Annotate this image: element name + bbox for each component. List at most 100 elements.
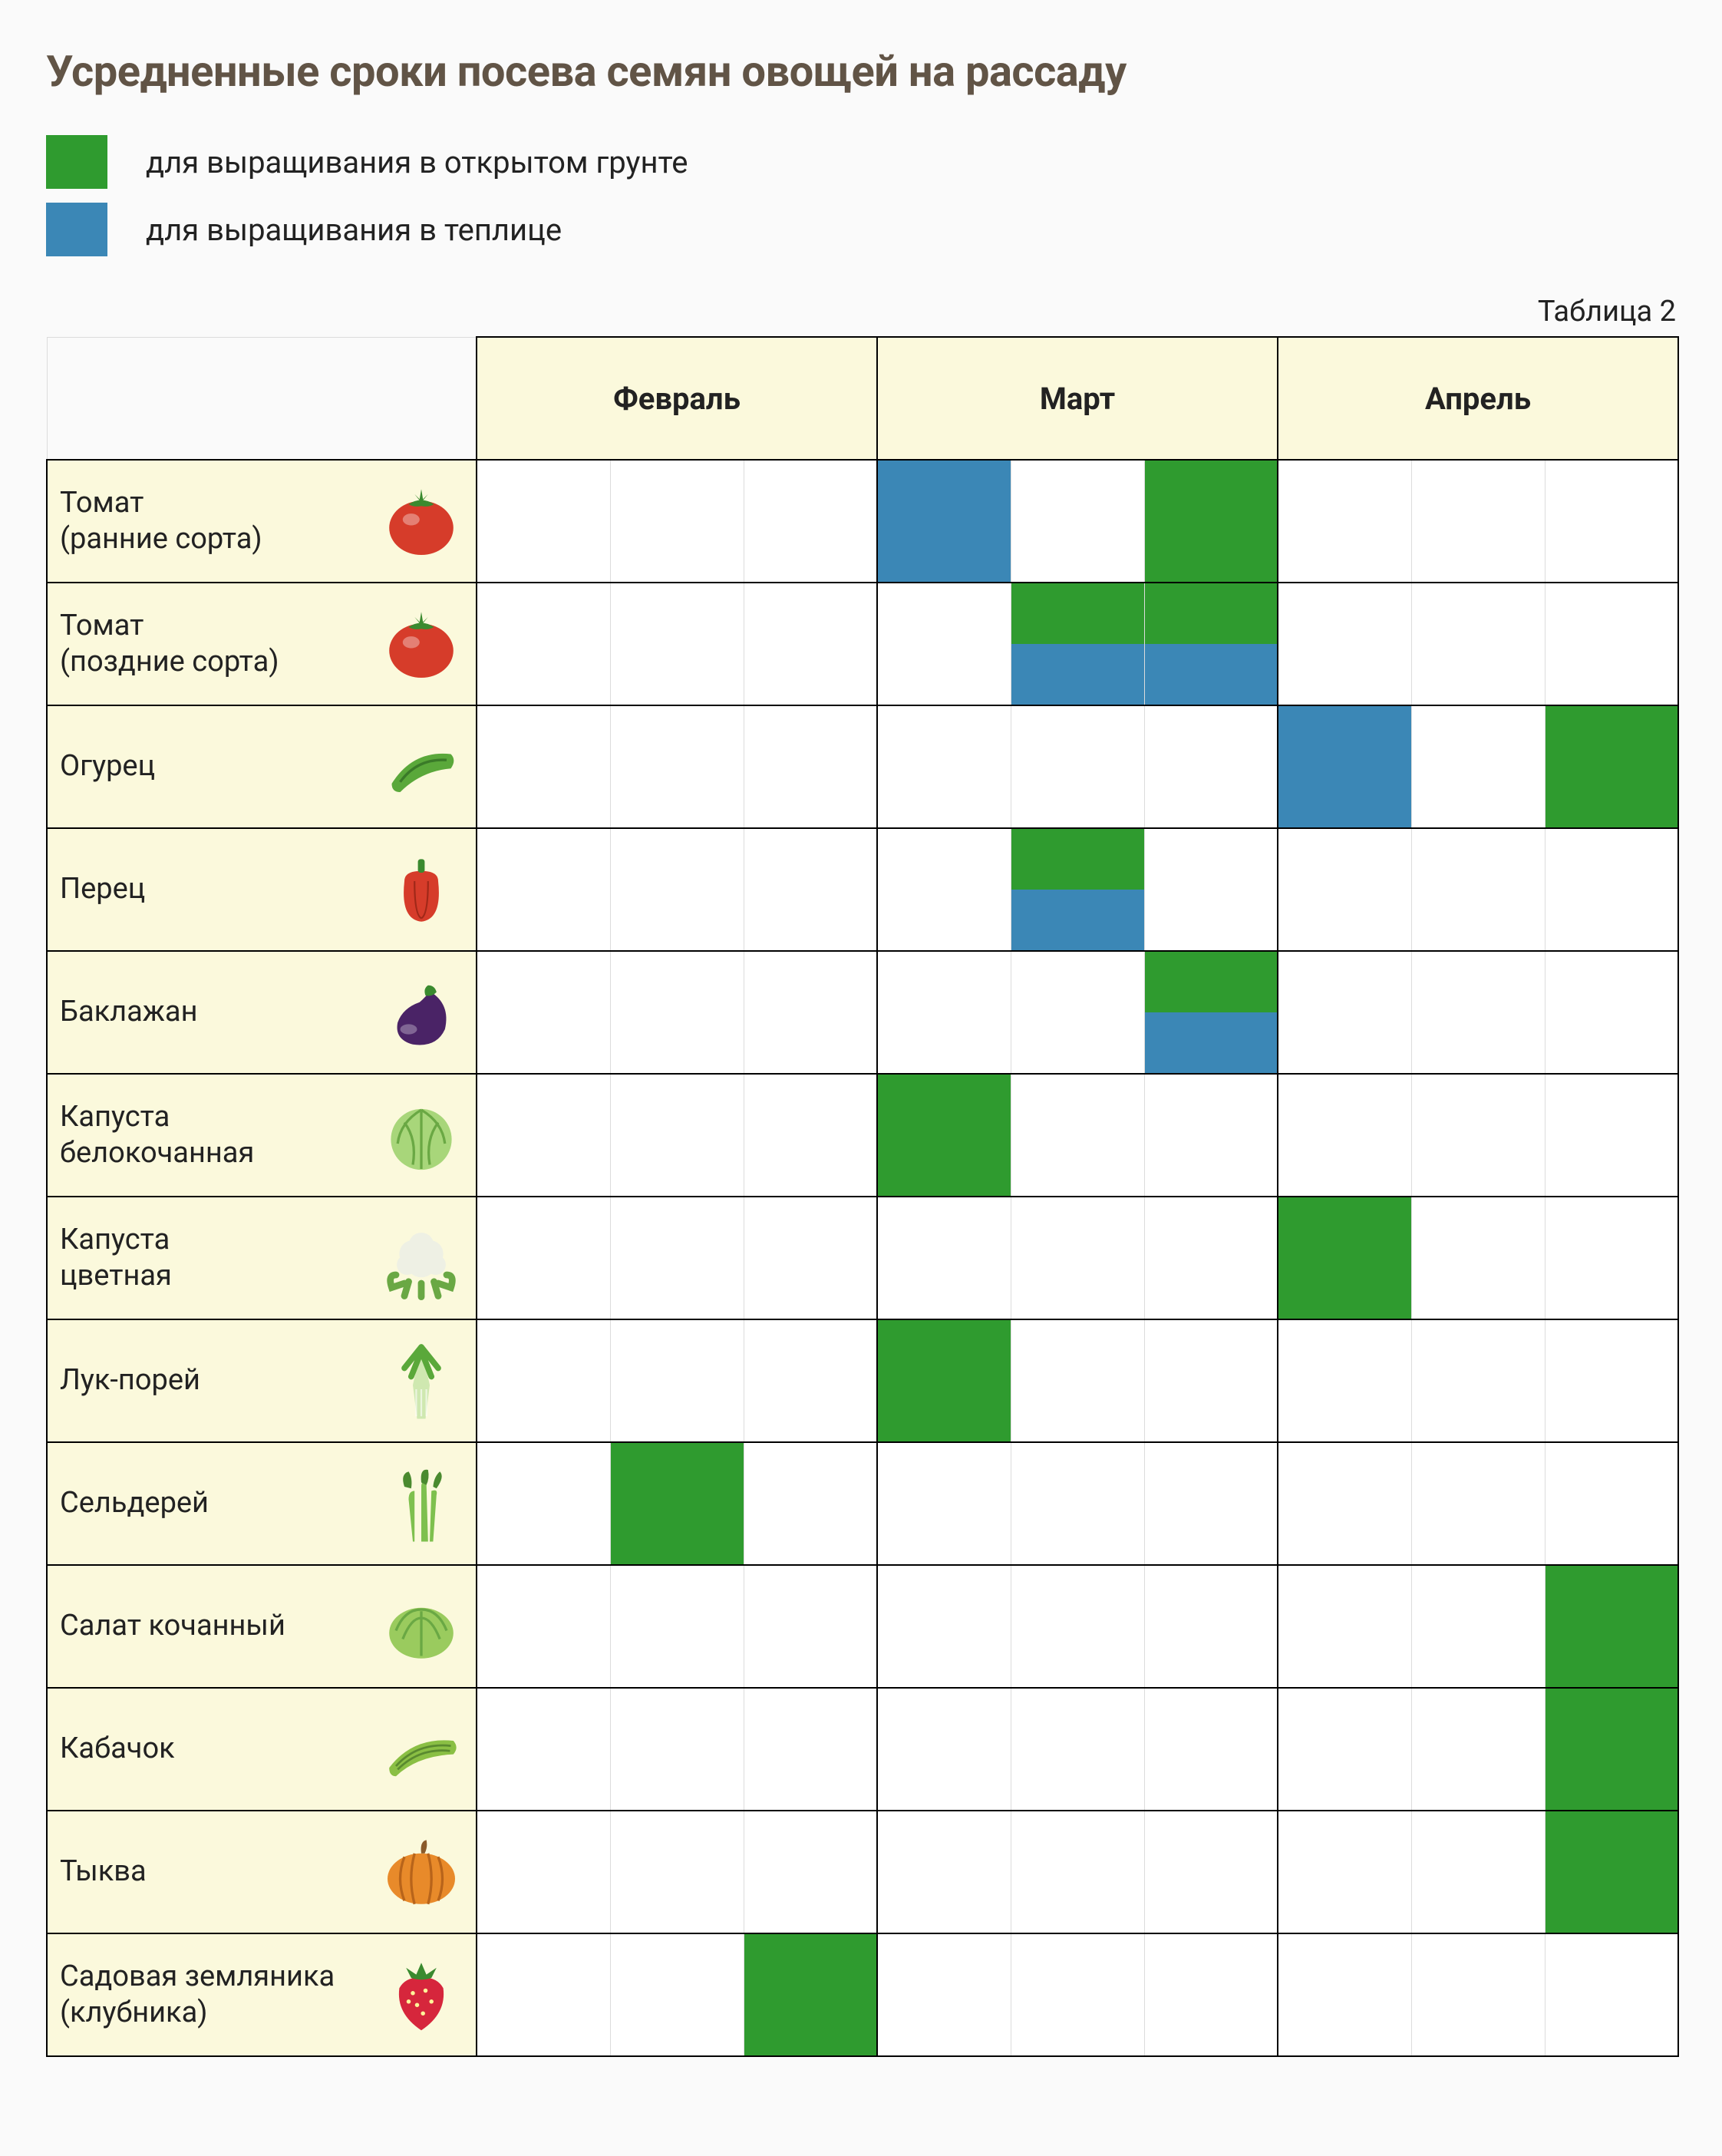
table-cell bbox=[1278, 1933, 1411, 2056]
row-label-text: Сельдерей bbox=[60, 1485, 379, 1522]
row-label: Лук-порей bbox=[47, 1319, 477, 1442]
table-cell bbox=[477, 951, 610, 1074]
table-cell bbox=[1411, 1688, 1545, 1811]
table-cell bbox=[877, 1442, 1011, 1565]
row-label: Томат(ранние сорта) bbox=[47, 460, 477, 583]
table-corner bbox=[47, 337, 477, 460]
table-cell bbox=[1411, 828, 1545, 951]
row-label: Перец bbox=[47, 828, 477, 951]
table-cell bbox=[1144, 951, 1278, 1074]
celery-icon bbox=[379, 1461, 463, 1546]
cell-fill-open_ground bbox=[1145, 583, 1278, 644]
table-cell bbox=[1411, 583, 1545, 705]
cell-fill-greenhouse bbox=[1278, 706, 1411, 827]
table-cell bbox=[1545, 1319, 1678, 1442]
month-header-1: Март bbox=[877, 337, 1278, 460]
cell-fill-greenhouse bbox=[1011, 644, 1144, 705]
table-cell bbox=[1011, 705, 1144, 828]
table-cell bbox=[1144, 1688, 1278, 1811]
pumpkin-icon bbox=[379, 1830, 463, 1914]
cucumber-icon bbox=[379, 725, 463, 809]
table-cell bbox=[877, 1565, 1011, 1688]
legend-swatch-open-ground bbox=[46, 135, 107, 189]
table-cell bbox=[744, 1074, 877, 1197]
legend: для выращивания в открытом грунте для вы… bbox=[46, 135, 1676, 256]
table-cell bbox=[1411, 1933, 1545, 2056]
table-cell bbox=[1144, 1442, 1278, 1565]
table-cell bbox=[877, 1933, 1011, 2056]
row-label-text: Лук-порей bbox=[60, 1362, 379, 1399]
table-cell bbox=[744, 1811, 877, 1933]
table-cell bbox=[1278, 951, 1411, 1074]
month-header-2: Апрель bbox=[1278, 337, 1678, 460]
table-cell bbox=[1144, 1811, 1278, 1933]
table-cell bbox=[1545, 1811, 1678, 1933]
table-cell bbox=[877, 1197, 1011, 1319]
table-cell bbox=[1144, 583, 1278, 705]
table-cell bbox=[744, 1933, 877, 2056]
row-label: Огурец bbox=[47, 705, 477, 828]
cauliflower-icon bbox=[379, 1216, 463, 1300]
cell-fill-open_ground bbox=[1011, 829, 1144, 890]
table-cell bbox=[1545, 951, 1678, 1074]
row-label-text: Садовая земляника(клубника) bbox=[60, 1959, 379, 2032]
table-cell bbox=[877, 1688, 1011, 1811]
table-cell bbox=[1011, 460, 1144, 583]
cell-fill-open_ground bbox=[1011, 583, 1144, 644]
table-cell bbox=[610, 460, 744, 583]
table-cell bbox=[1144, 1565, 1278, 1688]
table-cell bbox=[877, 1074, 1011, 1197]
table-cell bbox=[744, 583, 877, 705]
planting-table: Февраль Март Апрель Томат(ранние сорта)Т… bbox=[46, 336, 1679, 2057]
legend-label-open-ground: для выращивания в открытом грунте bbox=[146, 144, 688, 180]
table-cell bbox=[1545, 1565, 1678, 1688]
table-cell bbox=[610, 1442, 744, 1565]
row-label-text: Капустацветная bbox=[60, 1222, 379, 1295]
cell-fill-open_ground bbox=[611, 1443, 744, 1564]
cell-fill-greenhouse bbox=[1145, 644, 1278, 705]
table-cell bbox=[1278, 1565, 1411, 1688]
cabbage-icon bbox=[379, 1093, 463, 1177]
table-cell bbox=[1411, 1074, 1545, 1197]
table-cell bbox=[1278, 1688, 1411, 1811]
cell-fill-open_ground bbox=[744, 1934, 877, 2055]
row-label: Садовая земляника(клубника) bbox=[47, 1933, 477, 2056]
table-cell bbox=[610, 828, 744, 951]
page-title: Усредненные сроки посева семян овощей на… bbox=[46, 46, 1676, 97]
table-cell bbox=[1545, 705, 1678, 828]
row-label: Капустацветная bbox=[47, 1197, 477, 1319]
cell-fill-greenhouse bbox=[878, 461, 1011, 582]
table-cell bbox=[1144, 1074, 1278, 1197]
table-cell bbox=[744, 1197, 877, 1319]
row-label-text: Огурец bbox=[60, 748, 379, 785]
lettuce-icon bbox=[379, 1584, 463, 1669]
row-label: Капустабелокочанная bbox=[47, 1074, 477, 1197]
table-cell bbox=[610, 951, 744, 1074]
cell-fill-open_ground bbox=[878, 1075, 1011, 1196]
table-caption: Таблица 2 bbox=[46, 295, 1676, 329]
table-cell bbox=[877, 1811, 1011, 1933]
table-cell bbox=[744, 1319, 877, 1442]
month-header-0: Февраль bbox=[477, 337, 877, 460]
table-cell bbox=[610, 1074, 744, 1197]
table-cell bbox=[477, 1565, 610, 1688]
table-cell bbox=[1011, 1074, 1144, 1197]
table-cell bbox=[877, 951, 1011, 1074]
table-cell bbox=[1411, 460, 1545, 583]
table-cell bbox=[744, 951, 877, 1074]
table-cell bbox=[1411, 1442, 1545, 1565]
table-cell bbox=[1011, 1197, 1144, 1319]
row-label: Томат(поздние сорта) bbox=[47, 583, 477, 705]
eggplant-icon bbox=[379, 970, 463, 1055]
table-cell bbox=[1144, 1319, 1278, 1442]
cell-fill-open_ground bbox=[1145, 461, 1278, 582]
table-cell bbox=[1545, 828, 1678, 951]
table-cell bbox=[1011, 828, 1144, 951]
table-cell bbox=[744, 460, 877, 583]
legend-open-ground: для выращивания в открытом грунте bbox=[46, 135, 1676, 189]
table-cell bbox=[1411, 1811, 1545, 1933]
table-cell bbox=[1144, 460, 1278, 583]
table-cell bbox=[1411, 1197, 1545, 1319]
row-label-text: Салат кочанный bbox=[60, 1608, 379, 1645]
cell-fill-open_ground bbox=[1278, 1197, 1411, 1319]
